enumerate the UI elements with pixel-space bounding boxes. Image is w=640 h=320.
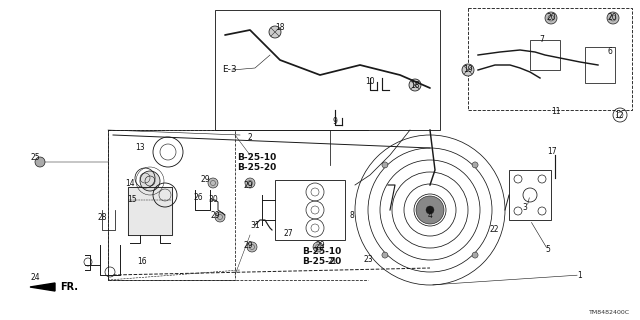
Text: B-25-20: B-25-20 (237, 163, 276, 172)
Text: 9: 9 (333, 117, 337, 126)
Circle shape (472, 162, 478, 168)
Text: 12: 12 (614, 110, 624, 119)
Text: 29: 29 (243, 180, 253, 189)
Circle shape (426, 206, 434, 214)
Circle shape (382, 162, 388, 168)
Text: 14: 14 (125, 179, 135, 188)
Bar (468, 8, 632, 110)
Polygon shape (128, 187, 172, 235)
Text: 16: 16 (137, 258, 147, 267)
Text: 29: 29 (243, 241, 253, 250)
Bar (108, 130, 235, 280)
Circle shape (472, 252, 478, 258)
Circle shape (269, 26, 281, 38)
Text: 26: 26 (193, 194, 203, 203)
Text: 28: 28 (97, 213, 107, 222)
Text: 23: 23 (363, 255, 373, 265)
Text: 21: 21 (327, 258, 337, 267)
Text: 11: 11 (551, 108, 561, 116)
Text: 31: 31 (250, 220, 260, 229)
Text: 7: 7 (540, 36, 545, 44)
Text: 24: 24 (30, 274, 40, 283)
Circle shape (409, 79, 421, 91)
Text: 20: 20 (546, 13, 556, 22)
Circle shape (245, 178, 255, 188)
Text: 22: 22 (489, 226, 499, 235)
Text: FR.: FR. (60, 282, 78, 292)
Text: 5: 5 (545, 245, 550, 254)
Text: E-3: E-3 (222, 66, 237, 75)
Circle shape (208, 178, 218, 188)
Text: 10: 10 (365, 77, 375, 86)
Circle shape (313, 242, 323, 252)
Text: 18: 18 (410, 81, 420, 90)
Text: 18: 18 (275, 23, 285, 33)
Circle shape (382, 252, 388, 258)
Text: 29: 29 (200, 175, 210, 185)
Text: 20: 20 (607, 13, 617, 22)
Text: 3: 3 (523, 203, 527, 212)
Circle shape (462, 64, 474, 76)
Text: 25: 25 (30, 154, 40, 163)
Circle shape (247, 242, 257, 252)
Text: 27: 27 (283, 228, 293, 237)
Circle shape (416, 196, 444, 224)
Circle shape (215, 212, 225, 222)
Text: 19: 19 (463, 66, 473, 75)
Text: 29: 29 (315, 241, 325, 250)
Circle shape (607, 12, 619, 24)
Text: 2: 2 (248, 132, 252, 141)
Circle shape (35, 157, 45, 167)
Text: 13: 13 (135, 143, 145, 153)
Circle shape (140, 171, 160, 191)
Text: 29: 29 (210, 211, 220, 220)
Text: B-25-10: B-25-10 (302, 247, 341, 257)
Text: 4: 4 (428, 211, 433, 220)
Text: 8: 8 (349, 211, 355, 220)
Text: B-25-20: B-25-20 (302, 257, 341, 266)
Text: 1: 1 (578, 270, 582, 279)
Text: 17: 17 (547, 148, 557, 156)
Text: B-25-10: B-25-10 (237, 154, 276, 163)
Circle shape (545, 12, 557, 24)
Text: 15: 15 (127, 196, 137, 204)
Bar (275, 180, 345, 240)
Text: TM8482400C: TM8482400C (589, 309, 630, 315)
Bar (585, 47, 615, 83)
Bar (215, 10, 440, 130)
Polygon shape (30, 283, 55, 291)
Text: 6: 6 (607, 47, 612, 57)
Bar (509, 170, 551, 220)
Text: 30: 30 (208, 196, 218, 204)
Bar (530, 40, 560, 70)
